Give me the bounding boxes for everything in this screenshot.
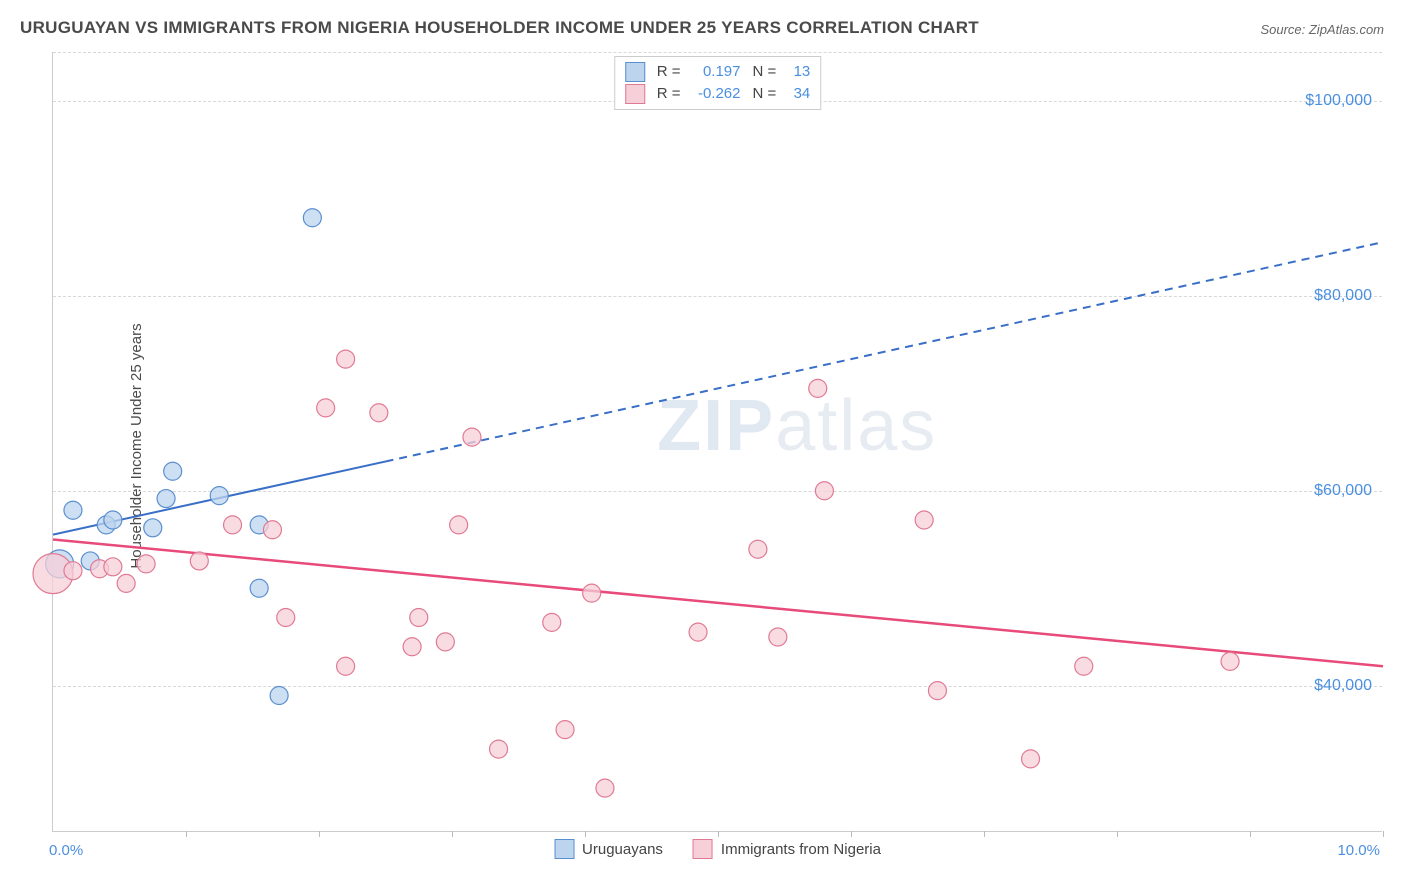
- data-point-uruguayans: [303, 209, 321, 227]
- data-point-nigeria: [463, 428, 481, 446]
- data-point-nigeria: [224, 516, 242, 534]
- data-point-uruguayans: [144, 519, 162, 537]
- data-point-nigeria: [915, 511, 933, 529]
- x-tick: [319, 831, 320, 837]
- data-point-nigeria: [1022, 750, 1040, 768]
- legend-item-uruguayans: Uruguayans: [554, 839, 663, 859]
- x-tick: [1117, 831, 1118, 837]
- x-tick: [718, 831, 719, 837]
- data-point-nigeria: [450, 516, 468, 534]
- data-point-nigeria: [104, 558, 122, 576]
- data-point-nigeria: [190, 552, 208, 570]
- legend-item-nigeria: Immigrants from Nigeria: [693, 839, 881, 859]
- data-point-uruguayans: [157, 490, 175, 508]
- swatch-nigeria: [693, 839, 713, 859]
- data-point-uruguayans: [64, 501, 82, 519]
- data-point-nigeria: [928, 682, 946, 700]
- data-point-nigeria: [137, 555, 155, 573]
- data-point-nigeria: [596, 779, 614, 797]
- data-point-nigeria: [749, 540, 767, 558]
- data-point-uruguayans: [164, 462, 182, 480]
- x-tick: [851, 831, 852, 837]
- chart-title: URUGUAYAN VS IMMIGRANTS FROM NIGERIA HOU…: [20, 18, 979, 38]
- data-point-nigeria: [543, 613, 561, 631]
- data-point-nigeria: [815, 482, 833, 500]
- x-tick: [186, 831, 187, 837]
- bottom-legend: Uruguayans Immigrants from Nigeria: [554, 839, 881, 859]
- data-point-nigeria: [436, 633, 454, 651]
- legend-label-uruguayans: Uruguayans: [582, 841, 663, 858]
- data-point-nigeria: [317, 399, 335, 417]
- x-tick: [585, 831, 586, 837]
- trend-line-nigeria: [53, 540, 1383, 667]
- x-tick: [984, 831, 985, 837]
- data-point-nigeria: [410, 609, 428, 627]
- data-point-nigeria: [1075, 657, 1093, 675]
- swatch-uruguayans: [554, 839, 574, 859]
- x-axis-start-label: 0.0%: [49, 842, 83, 859]
- data-point-uruguayans: [270, 687, 288, 705]
- plot-area: ZIPatlas $40,000$60,000$80,000$100,000 R…: [52, 52, 1382, 832]
- data-point-nigeria: [769, 628, 787, 646]
- data-point-nigeria: [337, 350, 355, 368]
- data-point-nigeria: [337, 657, 355, 675]
- data-point-nigeria: [689, 623, 707, 641]
- data-point-nigeria: [370, 404, 388, 422]
- data-point-nigeria: [556, 721, 574, 739]
- data-point-nigeria: [1221, 652, 1239, 670]
- data-point-nigeria: [64, 562, 82, 580]
- data-point-nigeria: [583, 584, 601, 602]
- source-attribution: Source: ZipAtlas.com: [1260, 22, 1384, 37]
- data-point-nigeria: [490, 740, 508, 758]
- data-point-uruguayans: [250, 579, 268, 597]
- chart-svg: [53, 52, 1382, 831]
- legend-label-nigeria: Immigrants from Nigeria: [721, 841, 881, 858]
- x-tick: [1383, 831, 1384, 837]
- trend-line-dashed-uruguayans: [386, 242, 1384, 461]
- data-point-nigeria: [403, 638, 421, 656]
- x-axis-end-label: 10.0%: [1337, 842, 1380, 859]
- x-tick: [452, 831, 453, 837]
- data-point-uruguayans: [210, 487, 228, 505]
- data-point-nigeria: [117, 574, 135, 592]
- data-point-nigeria: [809, 379, 827, 397]
- data-point-nigeria: [277, 609, 295, 627]
- data-point-uruguayans: [104, 511, 122, 529]
- x-tick: [1250, 831, 1251, 837]
- data-point-nigeria: [263, 521, 281, 539]
